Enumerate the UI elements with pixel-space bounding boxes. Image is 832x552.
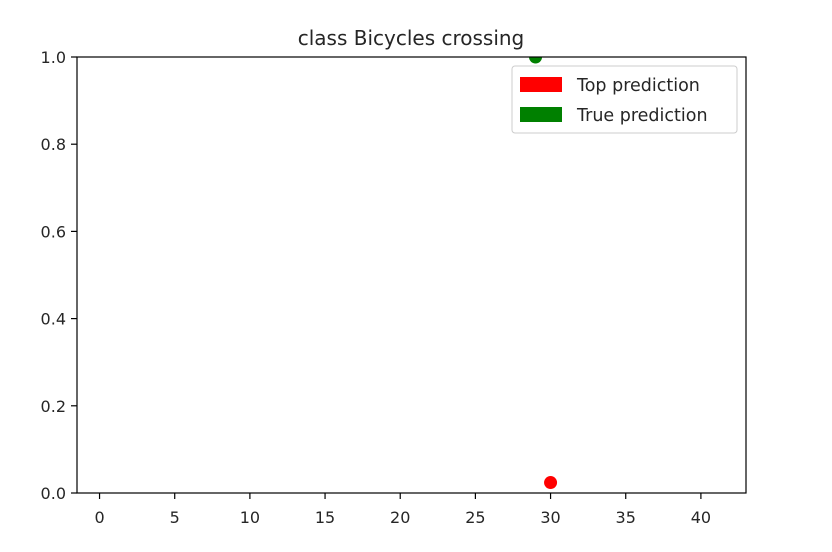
x-tick-label: 25 (465, 508, 485, 527)
plot-frame (76, 56, 747, 494)
y-tick-label: 0.4 (41, 310, 66, 329)
legend-label: True prediction (576, 106, 708, 126)
y-axis: 0.0 0.2 0.4 0.6 0.8 1.0 (41, 48, 77, 503)
x-tick-label: 40 (691, 508, 711, 527)
y-tick-label: 0.6 (41, 222, 66, 241)
legend-swatch (520, 107, 562, 122)
legend: Top prediction True prediction (511, 65, 738, 134)
data-points (529, 57, 558, 490)
x-tick-label: 10 (240, 508, 260, 527)
y-tick-label: 0.0 (41, 484, 66, 503)
x-tick-label: 15 (315, 508, 335, 527)
x-tick-label: 5 (170, 508, 180, 527)
legend-box (511, 65, 738, 134)
x-tick-label: 30 (540, 508, 560, 527)
y-tick-label: 0.8 (41, 135, 66, 154)
point-true-prediction (529, 57, 543, 64)
y-tick-label: 1.0 (41, 48, 66, 67)
y-tick-label: 0.2 (41, 397, 66, 416)
legend-label: Top prediction (576, 76, 700, 96)
x-tick-label: 35 (616, 508, 636, 527)
point-top-prediction (544, 476, 558, 490)
chart-title: class Bicycles crossing (298, 26, 525, 50)
legend-swatch (520, 77, 562, 92)
x-tick-label: 0 (94, 508, 104, 527)
x-axis: 0 5 10 15 20 25 30 35 40 (94, 493, 711, 527)
x-tick-label: 20 (390, 508, 410, 527)
